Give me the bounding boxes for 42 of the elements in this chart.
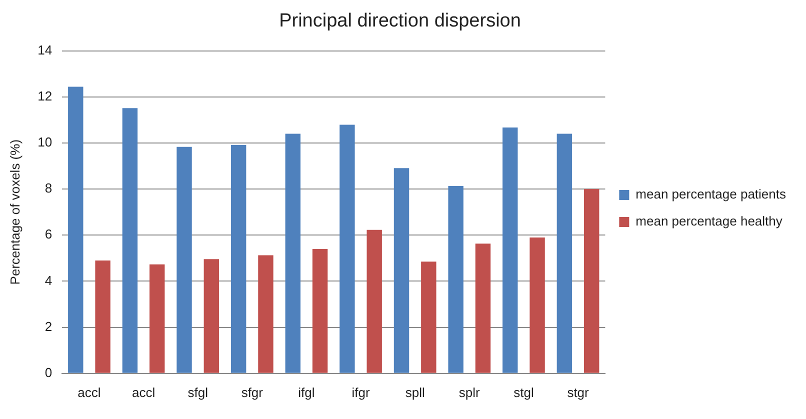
x-tick-label: spll	[405, 384, 425, 400]
bar	[421, 262, 436, 373]
y-tick-label: 14	[38, 42, 52, 58]
bar	[340, 124, 355, 373]
x-tick-label: stgr	[567, 384, 590, 400]
legend-label: mean percentage healthy	[636, 214, 783, 229]
y-tick-label: 10	[38, 134, 52, 150]
bar	[448, 186, 464, 373]
y-tick-label: 8	[44, 180, 52, 196]
bar	[258, 255, 274, 373]
x-tick-label: stgl	[514, 384, 534, 400]
y-tick-label: 2	[44, 318, 52, 334]
bar	[530, 237, 545, 373]
legend-label: mean percentage patients	[636, 186, 786, 202]
bar	[95, 260, 110, 373]
x-tick-label: sfgl	[188, 384, 208, 400]
bar	[312, 248, 328, 373]
bar	[584, 189, 600, 373]
bar	[68, 86, 84, 373]
y-axis-title: Percentage of voxels (%)	[7, 139, 22, 285]
x-tick-label: accl	[132, 384, 156, 400]
y-tick-label: 12	[38, 88, 52, 104]
bar	[230, 145, 246, 373]
x-tick-label: sfgr	[241, 384, 264, 400]
x-tick-label: ifgr	[352, 384, 370, 400]
y-tick-label: 6	[44, 226, 52, 242]
bar	[150, 264, 165, 373]
chart-title: Principal direction dispersion	[279, 10, 521, 32]
bar	[285, 134, 300, 373]
bar	[122, 108, 138, 373]
bar	[556, 134, 572, 373]
bar	[366, 230, 382, 373]
y-tick-label: 0	[44, 364, 52, 380]
bar	[394, 168, 410, 373]
bar	[475, 244, 491, 373]
bar	[204, 259, 220, 373]
x-tick-label: accl	[78, 384, 101, 400]
bar	[502, 128, 518, 373]
bar	[176, 146, 192, 373]
x-tick-label: splr	[458, 384, 481, 400]
y-tick-label: 4	[44, 272, 52, 288]
x-tick-label: ifgl	[298, 384, 315, 400]
